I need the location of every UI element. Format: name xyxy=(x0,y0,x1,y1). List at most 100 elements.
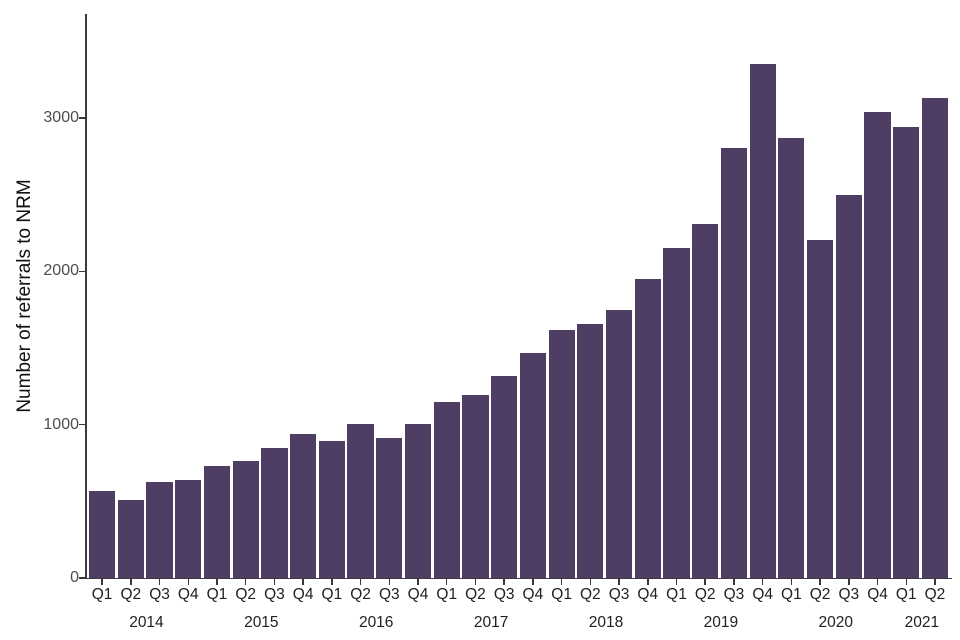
bar-Q3-2 xyxy=(146,482,173,578)
x-tick-mark xyxy=(934,579,936,585)
quarter-label: Q4 xyxy=(637,586,659,603)
quarter-label: Q3 xyxy=(723,586,745,603)
quarter-label: Q4 xyxy=(752,586,773,603)
x-tick-mark xyxy=(158,579,161,585)
quarter-label: Q2 xyxy=(579,586,601,603)
quarter-label: Q4 xyxy=(522,586,544,603)
x-tick-mark xyxy=(302,579,304,585)
quarter-label: Q2 xyxy=(235,586,257,603)
y-tick-label: 0 xyxy=(70,569,79,586)
bar-Q1-4 xyxy=(203,466,231,578)
x-tick-mark xyxy=(445,579,448,585)
bar-Q2-17 xyxy=(577,324,604,578)
bar-Q4-15 xyxy=(519,353,546,578)
bar-Q4-19 xyxy=(634,279,661,578)
year-label-2016: 2016 xyxy=(358,614,394,631)
bar-Q2-5 xyxy=(232,461,259,578)
bar-Q1-0 xyxy=(89,491,116,578)
x-tick-mark xyxy=(417,579,419,585)
x-tick-mark xyxy=(675,579,678,585)
x-tick-mark xyxy=(848,579,850,585)
bar-Q2-29 xyxy=(921,98,949,578)
quarter-label: Q1 xyxy=(551,586,572,603)
bar-Q4-3 xyxy=(175,479,202,578)
quarter-label: Q1 xyxy=(91,586,113,603)
year-label-2021: 2021 xyxy=(904,614,940,631)
x-tick-mark xyxy=(790,579,793,585)
bar-Q2-13 xyxy=(462,394,489,578)
bar-Q4-11 xyxy=(404,423,432,578)
y-tick-label: 3000 xyxy=(43,109,79,127)
x-tick-mark xyxy=(618,579,620,585)
quarter-label: Q1 xyxy=(895,586,917,603)
quarter-label: Q4 xyxy=(292,586,314,603)
y-tick-label: 2000 xyxy=(43,262,79,280)
x-tick-mark xyxy=(503,579,505,585)
bar-Q3-22 xyxy=(720,147,748,578)
year-label-2015: 2015 xyxy=(244,614,279,631)
bar-Q3-10 xyxy=(376,438,403,578)
quarter-label: Q3 xyxy=(493,586,515,603)
y-tick-mark xyxy=(79,270,85,273)
x-tick-mark xyxy=(560,579,563,585)
year-label-2017: 2017 xyxy=(473,614,509,631)
x-tick-mark xyxy=(905,579,907,585)
bar-Q3-26 xyxy=(835,194,862,578)
x-tick-mark xyxy=(819,579,821,585)
y-tick-label: 1000 xyxy=(43,415,79,433)
year-label-2018: 2018 xyxy=(588,614,624,631)
y-tick-mark xyxy=(79,117,85,119)
quarter-label: Q1 xyxy=(206,586,228,603)
y-tick-mark xyxy=(79,423,85,426)
quarter-label: Q3 xyxy=(378,586,400,603)
x-tick-mark xyxy=(761,579,764,585)
quarter-label: Q2 xyxy=(924,586,946,603)
year-label-2014: 2014 xyxy=(129,614,164,631)
x-tick-mark xyxy=(244,579,247,585)
bar-Q2-1 xyxy=(117,499,144,578)
x-tick-mark xyxy=(101,579,103,585)
bar-Q4-23 xyxy=(749,64,776,578)
x-tick-mark xyxy=(273,579,276,585)
x-axis-line xyxy=(85,577,952,579)
x-tick-mark xyxy=(331,579,333,585)
bar-Q4-27 xyxy=(864,111,891,578)
quarter-label: Q4 xyxy=(177,586,199,603)
quarter-label: Q4 xyxy=(407,586,429,603)
quarter-label: Q4 xyxy=(867,586,888,603)
x-tick-mark xyxy=(589,579,592,585)
y-tick-mark xyxy=(79,577,85,579)
x-tick-mark xyxy=(474,579,477,585)
x-tick-mark xyxy=(532,579,534,585)
quarter-label: Q3 xyxy=(608,586,630,603)
quarter-label: Q2 xyxy=(809,586,831,603)
x-tick-mark xyxy=(876,579,879,585)
quarter-label: Q1 xyxy=(321,586,343,603)
quarter-label: Q2 xyxy=(120,586,142,603)
bar-Q1-24 xyxy=(778,138,805,578)
x-tick-mark xyxy=(216,579,218,585)
quarter-label: Q1 xyxy=(666,586,687,603)
x-tick-mark xyxy=(733,579,735,585)
y-axis-line xyxy=(85,14,87,579)
y-axis-title: Number of referrals to NRM xyxy=(14,179,35,413)
quarter-label: Q3 xyxy=(838,586,860,603)
x-tick-mark xyxy=(388,579,391,585)
quarter-label: Q2 xyxy=(350,586,371,603)
x-tick-mark xyxy=(187,579,189,585)
quarter-label: Q3 xyxy=(149,586,170,603)
bar-Q2-9 xyxy=(347,423,374,578)
bar-Q1-20 xyxy=(663,248,690,578)
bar-Q3-14 xyxy=(491,375,518,578)
x-tick-mark xyxy=(359,579,362,585)
quarter-label: Q2 xyxy=(694,586,716,603)
year-label-2020: 2020 xyxy=(818,614,853,631)
bar-Q3-6 xyxy=(261,448,288,578)
x-tick-mark xyxy=(704,579,706,585)
quarter-label: Q3 xyxy=(264,586,285,603)
quarter-label: Q1 xyxy=(436,586,458,603)
year-label-2019: 2019 xyxy=(703,614,739,631)
bar-Q1-16 xyxy=(548,329,575,578)
bar-Q4-7 xyxy=(290,433,317,578)
